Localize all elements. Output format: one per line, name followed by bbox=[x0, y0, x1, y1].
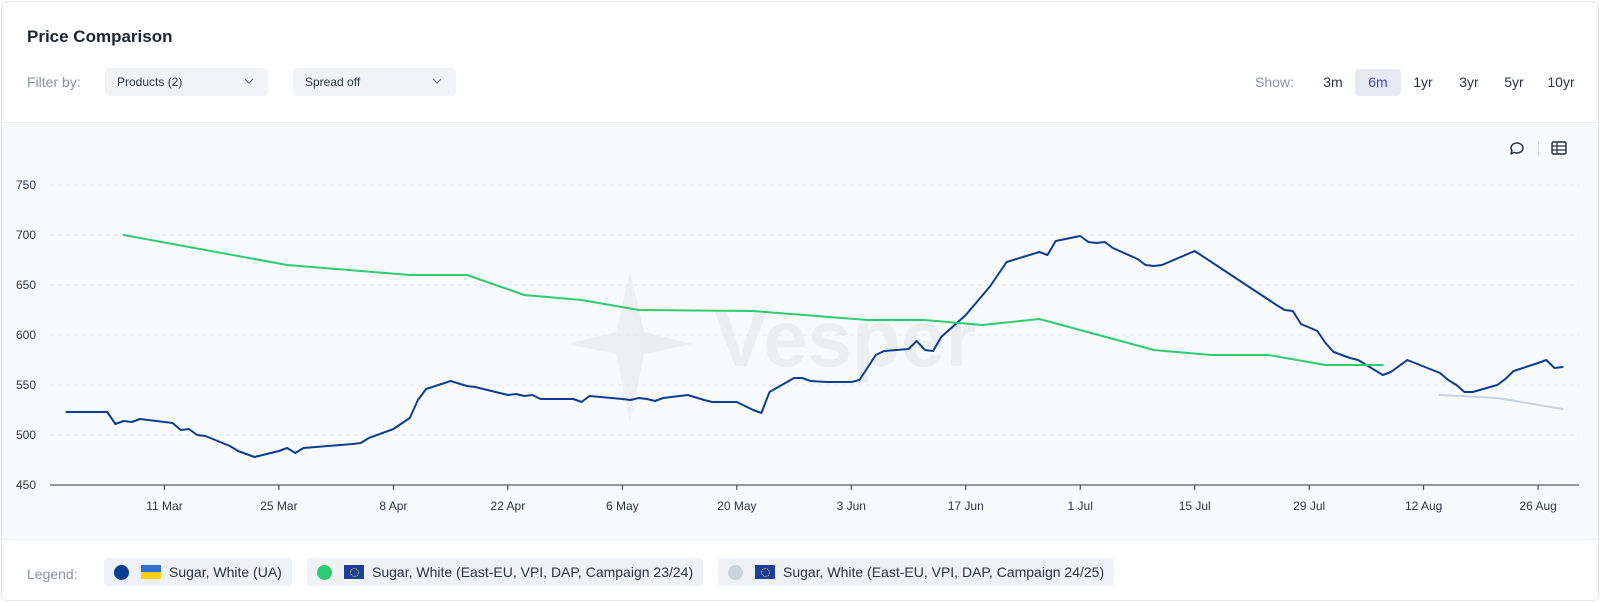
y-tick-label: 650 bbox=[16, 278, 36, 292]
page-title: Price Comparison bbox=[27, 27, 173, 46]
series-dot-icon bbox=[114, 564, 129, 580]
x-tick-label: 25 Mar bbox=[260, 499, 297, 513]
watermark-text: Vesper bbox=[714, 294, 976, 383]
y-tick-label: 550 bbox=[16, 378, 36, 392]
legend-item-label: Sugar, White (East-EU, VPI, DAP, Campaig… bbox=[372, 564, 694, 580]
x-tick-label: 6 May bbox=[606, 499, 639, 513]
products-dropdown[interactable]: Products (2) bbox=[105, 68, 268, 96]
legend-label: Legend: bbox=[27, 566, 78, 582]
series-line-0 bbox=[65, 235, 1564, 458]
chevron-down-icon bbox=[244, 78, 254, 84]
x-tick-label: 8 Apr bbox=[379, 499, 407, 513]
y-tick-label: 450 bbox=[16, 478, 36, 492]
toolbar-divider bbox=[1538, 142, 1539, 156]
ua-flag-icon bbox=[141, 565, 161, 579]
y-tick-label: 750 bbox=[16, 178, 36, 192]
legend-item-eu-2324[interactable]: Sugar, White (East-EU, VPI, DAP, Campaig… bbox=[307, 558, 704, 586]
legend-item-label: Sugar, White (East-EU, VPI, DAP, Campaig… bbox=[783, 564, 1105, 580]
x-tick-label: 11 Mar bbox=[146, 499, 182, 513]
eu-flag-icon bbox=[344, 565, 364, 579]
x-tick-label: 3 Jun bbox=[837, 499, 866, 513]
spread-dropdown[interactable]: Spread off bbox=[293, 68, 456, 96]
price-chart: Vesper 450 500 550 600 650 700 750 11 Mar 25 Ma… bbox=[16, 178, 1579, 513]
range-5yr-button[interactable]: 5yr bbox=[1504, 74, 1524, 90]
series-dot-icon bbox=[317, 564, 332, 580]
range-3m-button[interactable]: 3m bbox=[1323, 74, 1343, 90]
x-tick-label: 12 Aug bbox=[1405, 499, 1442, 513]
legend-item-eu-2425[interactable]: Sugar, White (East-EU, VPI, DAP, Campaig… bbox=[718, 558, 1115, 586]
x-tick-label: 29 Jul bbox=[1293, 499, 1325, 513]
x-tick-label: 17 Jun bbox=[948, 499, 984, 513]
series-dot-icon bbox=[728, 564, 743, 580]
y-tick-label: 700 bbox=[16, 228, 36, 242]
legend-item-ua[interactable]: Sugar, White (UA) bbox=[104, 558, 292, 586]
range-6m-button[interactable]: 6m bbox=[1355, 69, 1401, 96]
comment-icon[interactable] bbox=[1507, 138, 1527, 158]
series-line-2 bbox=[1439, 394, 1564, 410]
legend-item-label: Sugar, White (UA) bbox=[169, 564, 282, 580]
range-3yr-button[interactable]: 3yr bbox=[1459, 74, 1479, 90]
range-10yr-button[interactable]: 10yr bbox=[1547, 74, 1575, 90]
y-tick-label: 500 bbox=[16, 428, 36, 442]
x-tick-label: 26 Aug bbox=[1519, 499, 1556, 513]
products-dropdown-label: Products (2) bbox=[117, 75, 183, 89]
eu-flag-icon bbox=[755, 565, 775, 579]
chevron-down-icon bbox=[432, 78, 442, 84]
range-1yr-button[interactable]: 1yr bbox=[1413, 74, 1433, 90]
x-tick-label: 20 May bbox=[717, 499, 756, 513]
chart-area bbox=[2, 122, 1598, 540]
x-tick-label: 1 Jul bbox=[1068, 499, 1093, 513]
y-tick-label: 600 bbox=[16, 328, 36, 342]
series-line-1 bbox=[122, 234, 1384, 366]
show-label: Show: bbox=[1255, 74, 1294, 90]
table-icon[interactable] bbox=[1549, 138, 1569, 158]
vesper-watermark: Vesper bbox=[567, 272, 976, 422]
x-tick-label: 22 Apr bbox=[491, 499, 526, 513]
spread-dropdown-label: Spread off bbox=[305, 75, 361, 89]
filter-label: Filter by: bbox=[27, 74, 81, 90]
x-tick-label: 15 Jul bbox=[1179, 499, 1211, 513]
